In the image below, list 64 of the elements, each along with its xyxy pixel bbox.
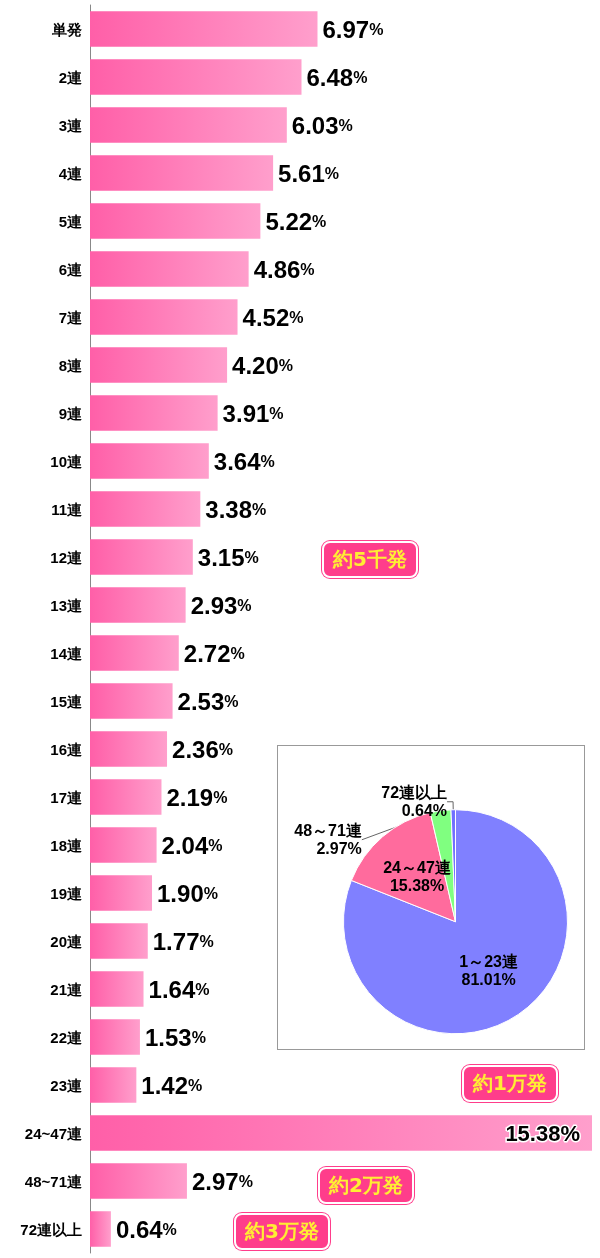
slice-label: 1～23連	[459, 953, 518, 971]
data-label: 1.64%	[148, 975, 210, 1003]
y-tick-label: 19連	[50, 884, 83, 902]
data-label: 0.64%	[115, 1215, 177, 1243]
annotation: 約3万発	[234, 1213, 330, 1250]
y-tick-label: 10連	[50, 452, 83, 470]
y-tick-label: 20連	[50, 932, 83, 950]
data-label: 15.38%	[389, 877, 445, 895]
y-tick-label: 6連	[58, 260, 83, 278]
y-tick-label: 18連	[50, 836, 83, 854]
y-tick-label: 22連	[50, 1028, 83, 1046]
annotation: 約1万発	[462, 1065, 558, 1102]
data-label: 6.03%	[291, 111, 353, 139]
y-tick-label: 13連	[50, 596, 83, 614]
slice-label: 48～71連	[294, 822, 362, 840]
y-tick-label: 単発	[51, 20, 82, 38]
annotation: 約2万発	[318, 1167, 414, 1204]
y-tick-label: 4連	[58, 164, 83, 182]
y-tick-label: 15連	[50, 692, 83, 710]
y-tick-label: 17連	[50, 788, 83, 806]
data-label: 5.22%	[265, 207, 327, 235]
data-label: 2.97%	[191, 1167, 253, 1195]
data-label: 15.38%	[505, 1120, 580, 1146]
data-label: 4.86%	[253, 255, 315, 283]
y-tick-label: 21連	[50, 980, 83, 998]
annotation: 約5千発	[322, 541, 418, 578]
y-tick-label: 72連以上	[20, 1220, 82, 1238]
data-label: 1.77%	[152, 927, 214, 955]
y-tick-label: 7連	[58, 308, 83, 326]
data-label: 3.15%	[197, 543, 259, 571]
y-tick-label: 12連	[50, 548, 83, 566]
data-label: 3.64%	[213, 447, 275, 475]
y-tick-label: 5連	[58, 212, 83, 230]
y-tick-label: 3連	[58, 116, 83, 134]
slice-label: 24～47連	[383, 859, 451, 877]
y-tick-label: 2連	[58, 68, 83, 86]
y-tick-label: 48~71連	[24, 1172, 83, 1190]
data-label: 6.48%	[306, 63, 368, 91]
data-label: 5.61%	[278, 159, 340, 187]
y-tick-label: 24~47連	[24, 1124, 83, 1142]
data-label: 4.52%	[242, 303, 304, 331]
data-label: 81.01%	[461, 971, 516, 989]
y-tick-label: 23連	[50, 1076, 83, 1094]
data-label: 2.53%	[177, 687, 239, 715]
y-tick-label: 14連	[50, 644, 83, 662]
data-label: 1.53%	[144, 1023, 206, 1051]
data-label: 3.91%	[222, 399, 284, 427]
data-label: 0.64%	[401, 802, 448, 820]
data-label: 2.04%	[161, 831, 223, 859]
y-tick-label: 9連	[58, 404, 83, 422]
data-label: 2.93%	[190, 591, 252, 619]
data-label: 6.97%	[322, 15, 384, 43]
y-tick-label: 11連	[51, 500, 83, 518]
data-label: 2.36%	[172, 735, 233, 763]
data-label: 3.38%	[205, 495, 267, 523]
data-label: 2.97%	[316, 840, 362, 858]
data-label: 4.20%	[232, 351, 294, 379]
data-label: 1.42%	[141, 1071, 203, 1099]
data-label: 1.90%	[157, 879, 218, 907]
data-label: 2.19%	[166, 783, 228, 811]
slice-label: 72連以上	[381, 784, 448, 802]
data-label: 2.72%	[183, 639, 245, 667]
y-tick-label: 16連	[50, 740, 83, 758]
y-tick-label: 8連	[58, 356, 83, 374]
